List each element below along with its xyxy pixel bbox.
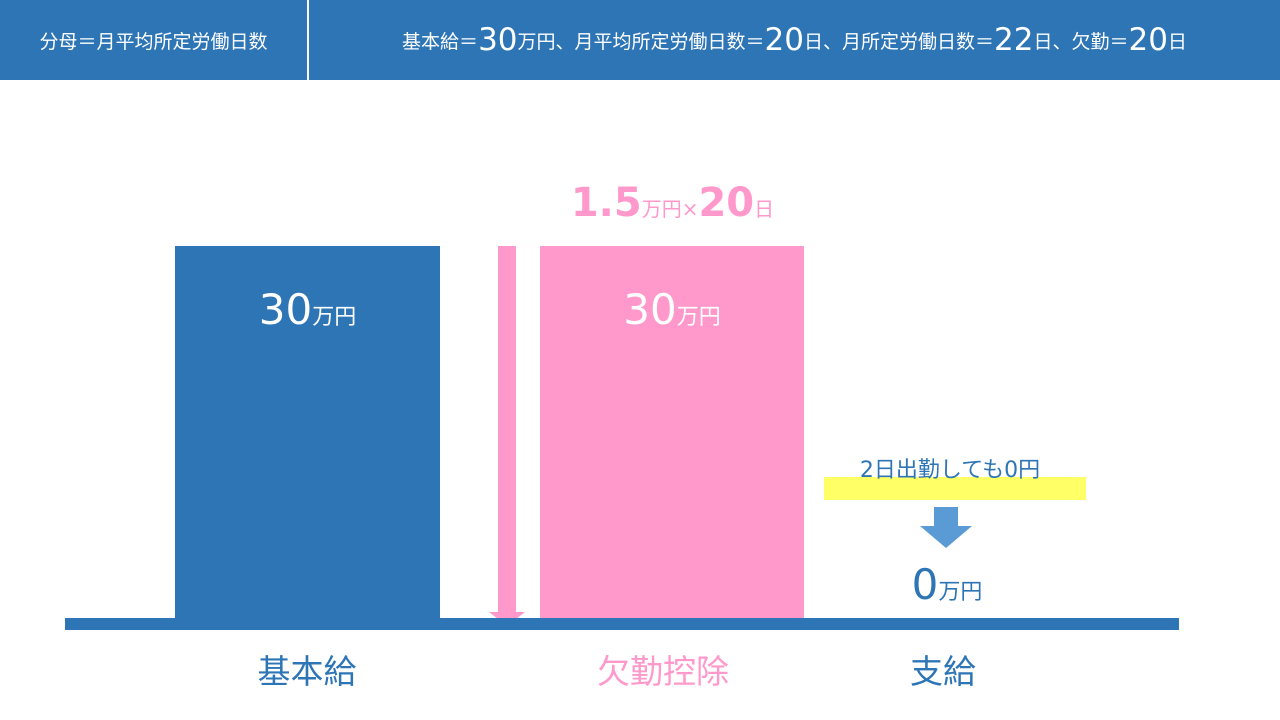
unit: 万円 <box>312 305 357 330</box>
header-number: 30 <box>478 22 518 58</box>
header-right: 基本給＝ 30 万円、月平均所定労働日数＝ 20 日、月所定労働日数＝ 22 日、欠勤＝ 20… <box>309 0 1280 80</box>
deduction-amount: 30万円 <box>540 285 804 334</box>
unit: 万円× <box>641 197 699 221</box>
header-left-text: 分母＝月平均所定労働日数 <box>39 30 268 53</box>
label-deduction: 欠勤控除 <box>513 645 813 693</box>
unit: 万円 <box>938 580 983 605</box>
payment-amount: 0万円 <box>847 560 1047 609</box>
baseline <box>65 618 1179 630</box>
salary-amount: 30万円 <box>175 285 440 334</box>
header-left: 分母＝月平均所定労働日数 <box>0 0 307 80</box>
label-salary: 基本給 <box>157 645 457 693</box>
label: 基本給 <box>257 652 357 691</box>
number: 20 <box>698 180 755 226</box>
number: 1.5 <box>570 180 642 226</box>
amount: 0 <box>911 560 939 609</box>
payment-note: 2日出勤しても0円 <box>800 452 1100 484</box>
header-text: 万円、月平均所定労働日数＝ <box>517 30 765 53</box>
label-payment: 支給 <box>793 645 1093 693</box>
unit: 万円 <box>676 305 721 330</box>
highlight <box>824 477 1086 500</box>
deduction-bar <box>540 246 804 618</box>
note: 2日出勤しても0円 <box>859 458 1041 483</box>
header-text: 日 <box>1167 30 1187 53</box>
header-number: 20 <box>1128 22 1168 58</box>
deduction-arrow-shaft <box>498 246 516 612</box>
down-arrow <box>920 507 972 548</box>
amount: 30 <box>258 285 313 334</box>
salary-bar <box>175 246 440 618</box>
label: 支給 <box>910 652 976 691</box>
header-text: 日、欠勤＝ <box>1033 30 1129 53</box>
label: 欠勤控除 <box>597 652 729 691</box>
amount: 30 <box>623 285 677 334</box>
header-number: 22 <box>994 22 1034 58</box>
header-text: 基本給＝ <box>402 30 479 53</box>
header-text: 日、月所定労働日数＝ <box>803 30 994 53</box>
header-number: 20 <box>764 22 804 58</box>
unit: 日 <box>754 197 775 221</box>
divider <box>307 0 309 80</box>
deduction-formula: 1.5万円×20日 <box>500 180 845 226</box>
